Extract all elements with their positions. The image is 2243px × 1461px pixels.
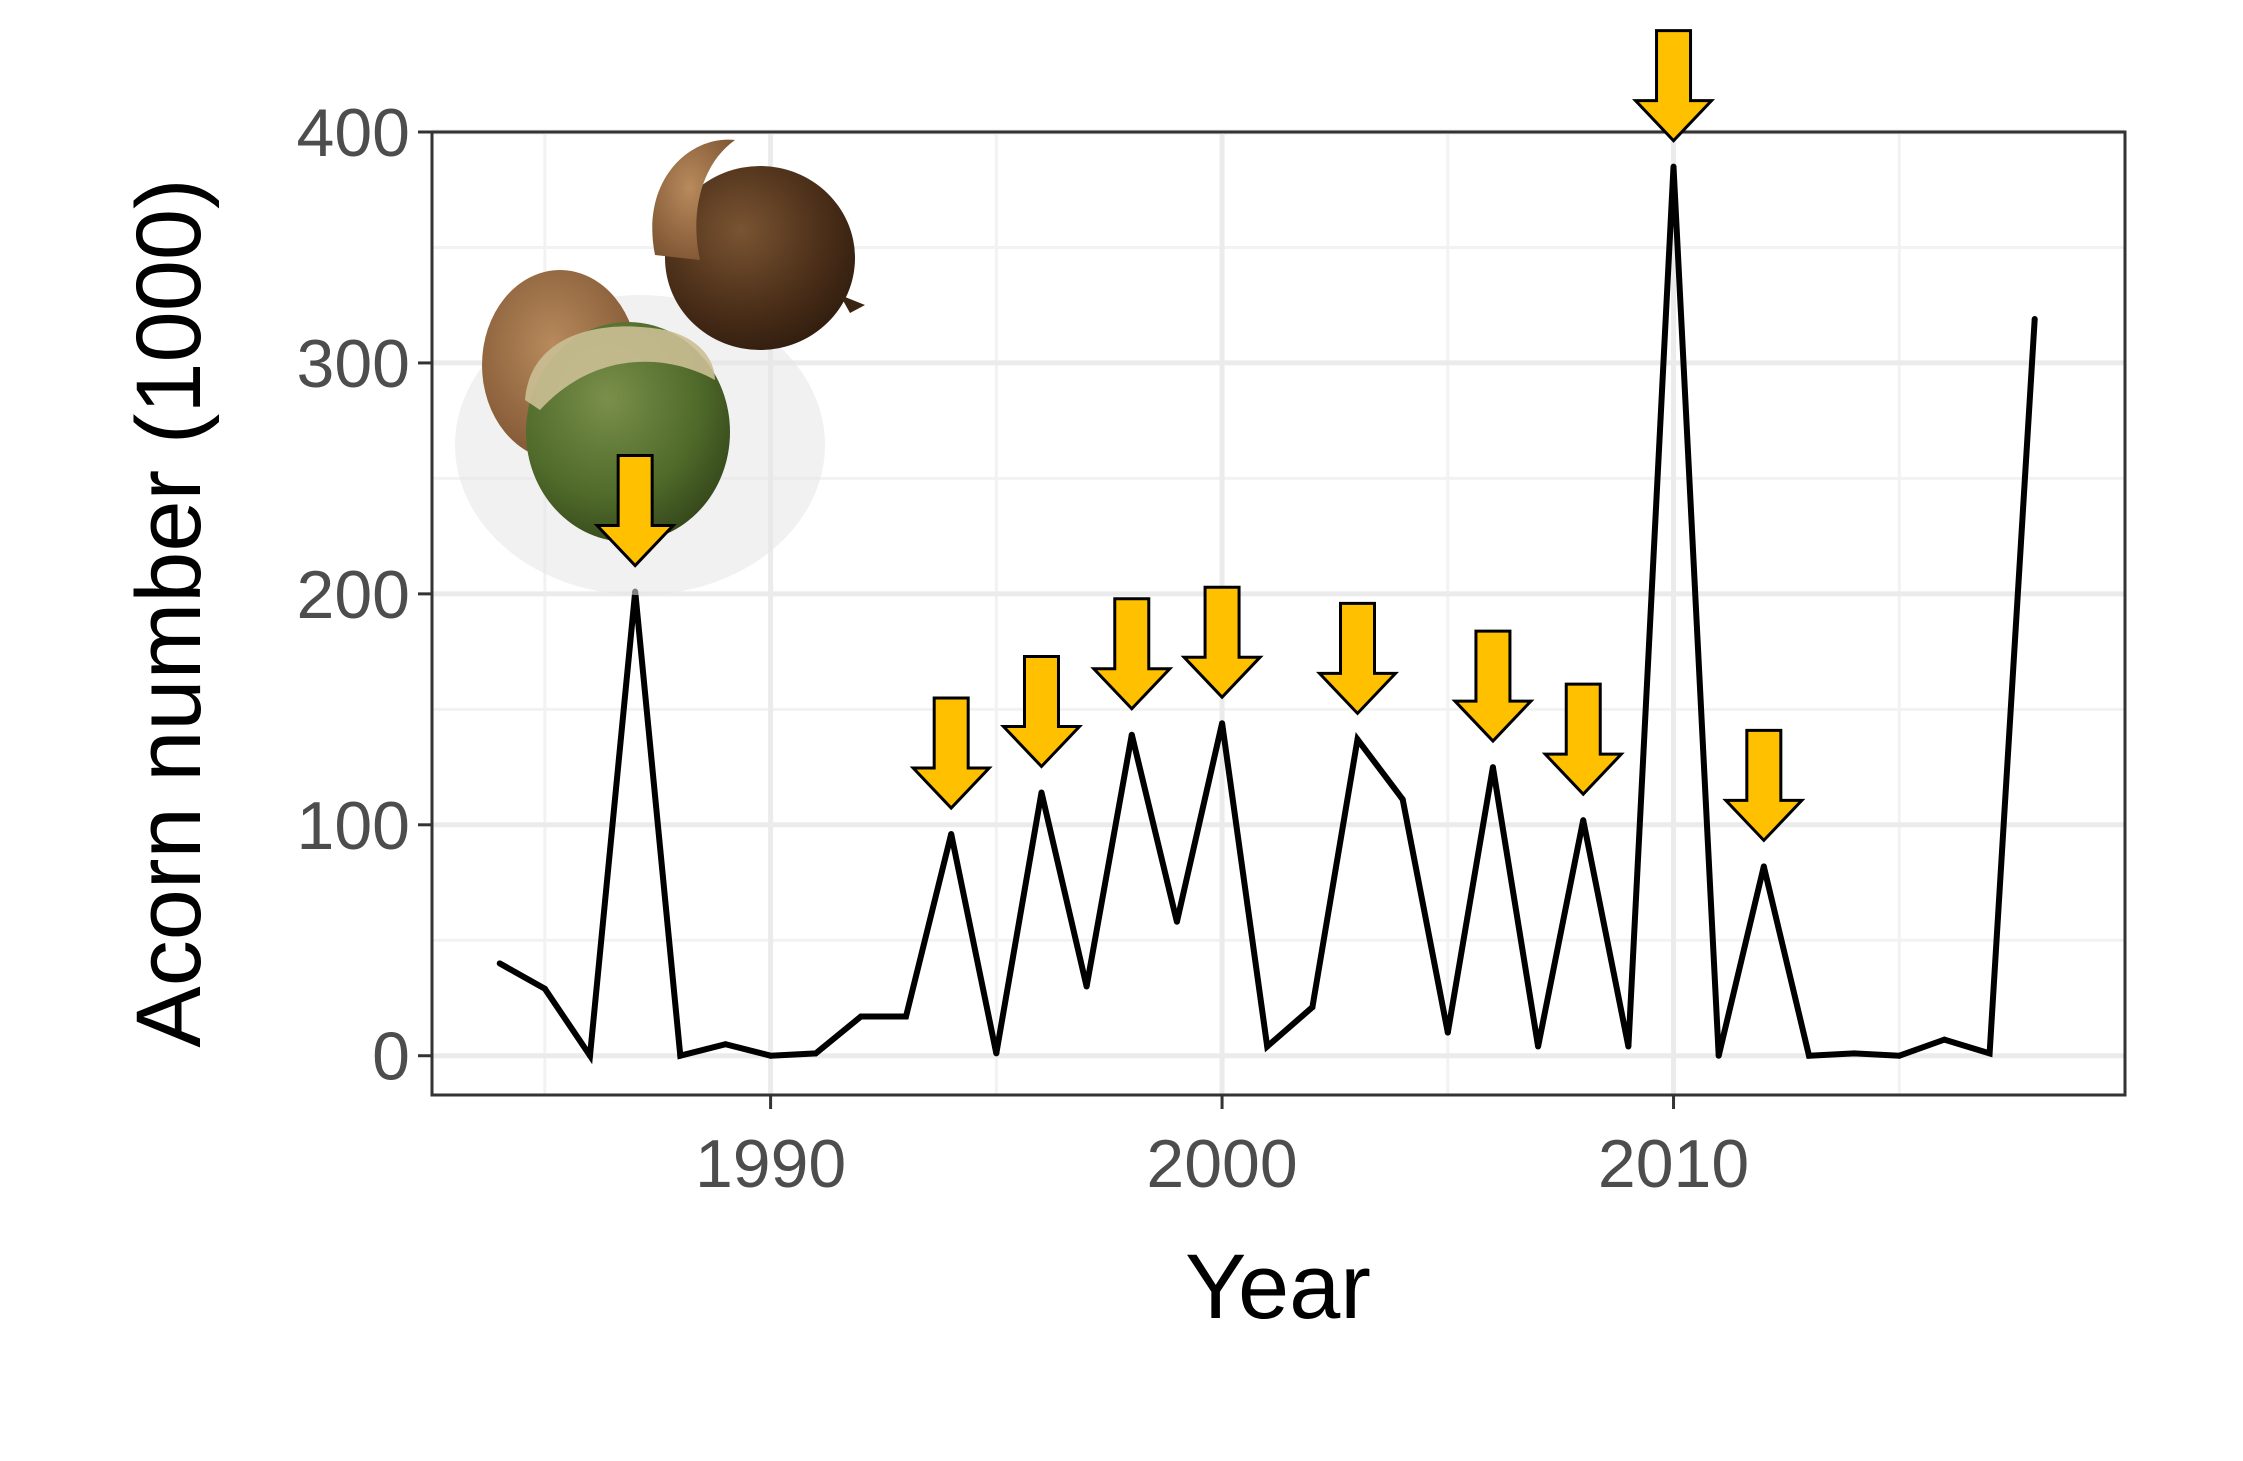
arrow-icon [1180,585,1264,700]
data-point [993,1050,1000,1057]
data-point [1805,1052,1812,1059]
y-axis-title: Acorn number (1000) [118,178,220,1047]
data-point [1670,163,1677,170]
data-point [1173,918,1180,925]
data-point [812,1050,819,1057]
data-point [767,1052,774,1059]
data-point [1128,731,1135,738]
data-point [1986,1050,1993,1057]
x-tick-label: 2000 [1146,1126,1297,1202]
data-point [1083,983,1090,990]
x-axis-title: Year [1185,1236,1371,1338]
arrow-icon [1541,682,1625,797]
data-point [541,985,548,992]
mast-year-arrows [593,29,1806,843]
data-point [1535,1043,1542,1050]
data-point [1264,1043,1271,1050]
y-tick-labels: 0 100 200 300 400 [297,95,410,1095]
data-point [1399,796,1406,803]
data-point [1760,863,1767,870]
arrow-icon [1632,29,1716,143]
y-tick-label: 400 [297,95,410,171]
panel-border [430,130,2127,1097]
data-point [903,1013,910,1020]
arrow-icon [909,696,993,811]
y-tick-label: 300 [297,326,410,402]
data-point [2031,316,2038,323]
data-point [1896,1052,1903,1059]
data-point [1715,1052,1722,1059]
data-point [496,960,503,967]
x-tick-label: 2010 [1598,1126,1749,1202]
data-point [677,1052,684,1059]
y-tick-label: 100 [297,788,410,864]
acorns-photo [455,139,865,595]
data-point [1489,764,1496,771]
x-tick-label: 1990 [695,1126,846,1202]
y-tick-label: 0 [372,1019,410,1095]
data-point [587,1052,594,1059]
arrow-icon [1451,629,1535,744]
arrow-icon [1722,728,1806,843]
data-point [1444,1029,1451,1036]
arrow-icon [593,454,677,568]
y-tick-label: 200 [297,557,410,633]
data-point [1038,789,1045,796]
data-point [722,1041,729,1048]
data-point [1580,817,1587,824]
data-point [948,831,955,838]
data-point [1219,720,1226,727]
data-point [1941,1036,1948,1043]
arrow-icon [999,654,1083,769]
data-point [1354,736,1361,743]
data-points [496,163,2038,1059]
data-point [1625,1043,1632,1050]
x-tick-labels: 1990 2000 2010 [695,1126,1749,1202]
data-point [1851,1050,1858,1057]
axis-ticks [418,130,1676,1109]
arrow-icon [1316,601,1400,716]
data-point [857,1013,864,1020]
arrow-icon [1090,597,1174,711]
data-point [1309,1004,1316,1011]
